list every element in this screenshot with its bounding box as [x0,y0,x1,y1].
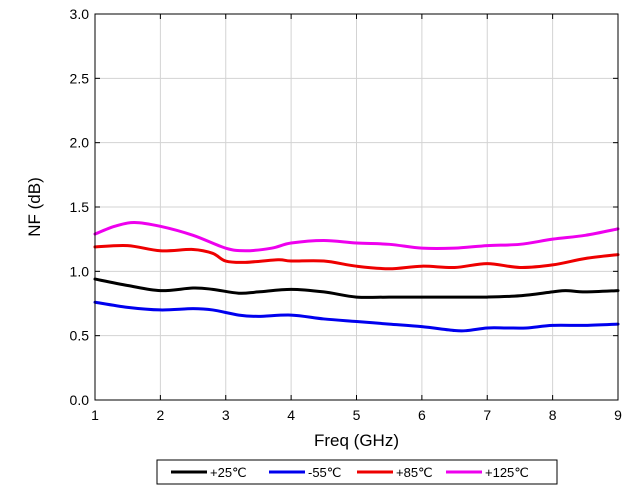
x-axis-title: Freq (GHz) [314,431,399,450]
grid [94,13,619,401]
x-tick-label: 7 [483,407,491,423]
legend-label: +85℃ [396,465,433,480]
axis-ticks: 1 2 3 4 5 6 7 8 9 0.0 0.5 1.0 1.5 2.0 2.5 3.0 [70,6,623,423]
series-line-0 [93,277,620,299]
x-tick-label: 2 [156,407,164,423]
x-tick-label: 9 [614,407,622,423]
y-tick-label: 0.5 [70,328,90,344]
y-axis-title: NF (dB) [25,177,44,237]
x-tick-label: 8 [549,407,557,423]
legend-label: -55℃ [308,465,341,480]
x-tick-label: 1 [91,407,99,423]
series-line-3 [93,220,620,253]
y-tick-label: 2.5 [70,70,90,86]
x-tick-label: 3 [222,407,230,423]
y-tick-label: 0.0 [70,392,90,408]
series-line-2 [93,243,620,271]
series-line-1 [93,300,620,333]
x-tick-label: 4 [287,407,295,423]
y-tick-label: 3.0 [70,6,90,22]
x-tick-label: 5 [353,407,361,423]
y-tick-label: 1.5 [70,199,90,215]
x-tick-label: 6 [418,407,426,423]
series-lines [93,220,620,333]
legend-label: +125℃ [485,465,529,480]
y-tick-label: 2.0 [70,135,90,151]
legend-label: +25℃ [210,465,247,480]
y-tick-label: 1.0 [70,263,90,279]
legend: +25℃ -55℃ +85℃ +125℃ [156,459,558,485]
